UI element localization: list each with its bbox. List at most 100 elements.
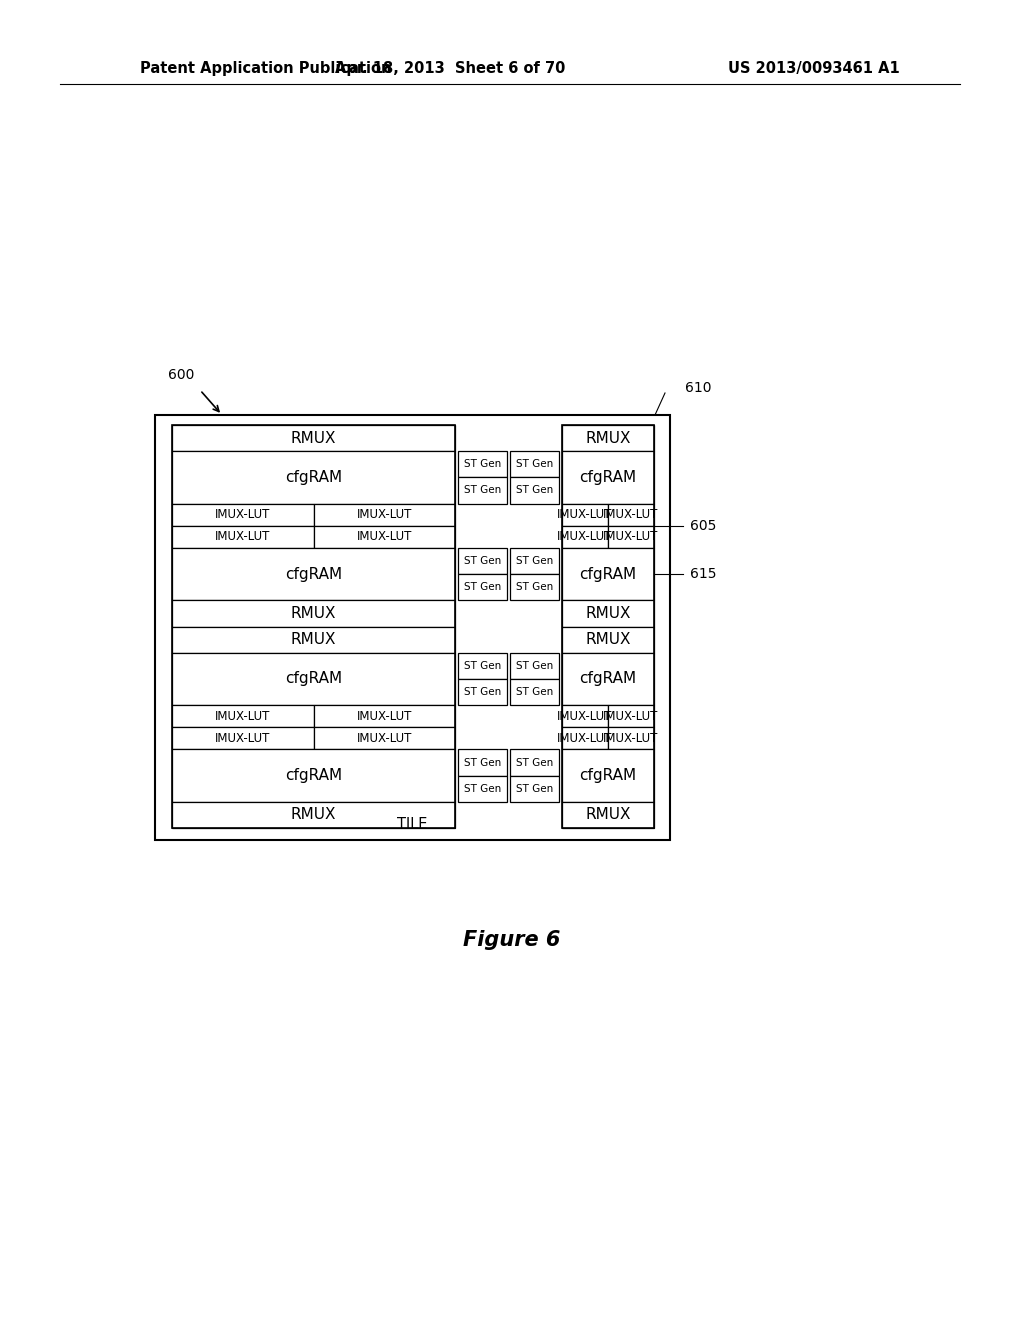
Text: 615: 615 (690, 568, 717, 581)
Text: IMUX-LUT: IMUX-LUT (603, 531, 658, 544)
Text: ST Gen: ST Gen (516, 758, 553, 767)
Bar (155, 414, 670, 840)
Text: IMUX-LUT: IMUX-LUT (603, 731, 658, 744)
Bar (172, 705, 313, 727)
Text: Figure 6: Figure 6 (463, 931, 561, 950)
Bar (510, 451, 559, 478)
Text: ST Gen: ST Gen (516, 784, 553, 793)
Text: ST Gen: ST Gen (516, 486, 553, 495)
Bar (562, 652, 654, 705)
Bar (562, 425, 654, 828)
Text: ST Gen: ST Gen (464, 459, 501, 469)
Text: cfgRAM: cfgRAM (580, 470, 637, 484)
Bar (172, 801, 455, 828)
Bar (608, 705, 654, 727)
Bar (172, 425, 455, 828)
Bar (172, 503, 313, 525)
Bar (458, 678, 507, 705)
Bar (172, 750, 455, 801)
Bar (562, 750, 654, 801)
Bar (562, 451, 654, 503)
Bar (510, 574, 559, 601)
Text: ST Gen: ST Gen (464, 661, 501, 671)
Text: IMUX-LUT: IMUX-LUT (557, 531, 612, 544)
Text: cfgRAM: cfgRAM (285, 768, 342, 783)
Bar (510, 750, 559, 776)
Text: cfgRAM: cfgRAM (580, 566, 637, 582)
Text: ST Gen: ST Gen (516, 686, 553, 697)
Text: IMUX-LUT: IMUX-LUT (356, 731, 412, 744)
Bar (313, 503, 455, 525)
Bar (458, 451, 507, 478)
Text: IMUX-LUT: IMUX-LUT (557, 508, 612, 521)
Text: RMUX: RMUX (291, 808, 336, 822)
Text: IMUX-LUT: IMUX-LUT (356, 710, 412, 722)
Text: Apr. 18, 2013  Sheet 6 of 70: Apr. 18, 2013 Sheet 6 of 70 (335, 61, 565, 75)
Text: ST Gen: ST Gen (516, 459, 553, 469)
Bar (172, 451, 455, 503)
Text: cfgRAM: cfgRAM (580, 768, 637, 783)
Bar (458, 750, 507, 776)
Bar (458, 776, 507, 801)
Bar (562, 425, 654, 451)
Bar (562, 503, 608, 525)
Text: IMUX-LUT: IMUX-LUT (215, 531, 270, 544)
Bar (458, 548, 507, 574)
Text: ST Gen: ST Gen (516, 661, 553, 671)
Bar (510, 548, 559, 574)
Text: IMUX-LUT: IMUX-LUT (603, 710, 658, 722)
Bar (608, 525, 654, 548)
Bar (562, 548, 654, 601)
Text: IMUX-LUT: IMUX-LUT (557, 731, 612, 744)
Text: ST Gen: ST Gen (516, 556, 553, 566)
Text: RMUX: RMUX (586, 808, 631, 822)
Bar (172, 652, 455, 705)
Text: 610: 610 (685, 381, 712, 395)
Bar (562, 525, 608, 548)
Bar (510, 776, 559, 801)
Text: IMUX-LUT: IMUX-LUT (603, 508, 658, 521)
Text: ST Gen: ST Gen (464, 784, 501, 793)
Text: ST Gen: ST Gen (464, 758, 501, 767)
Bar (172, 525, 313, 548)
Bar (458, 574, 507, 601)
Text: RMUX: RMUX (586, 430, 631, 446)
Bar (172, 425, 455, 451)
Text: ST Gen: ST Gen (464, 582, 501, 593)
Text: RMUX: RMUX (586, 632, 631, 647)
Bar (510, 478, 559, 503)
Text: 605: 605 (690, 519, 717, 533)
Bar (313, 525, 455, 548)
Bar (458, 652, 507, 678)
Text: Patent Application Publication: Patent Application Publication (140, 61, 391, 75)
Text: RMUX: RMUX (291, 606, 336, 620)
Text: TILE: TILE (397, 817, 428, 832)
Bar (458, 478, 507, 503)
Text: IMUX-LUT: IMUX-LUT (215, 731, 270, 744)
Text: RMUX: RMUX (586, 606, 631, 620)
Bar (510, 652, 559, 678)
Bar (562, 727, 608, 750)
Text: IMUX-LUT: IMUX-LUT (356, 531, 412, 544)
Bar (172, 601, 455, 627)
Text: cfgRAM: cfgRAM (285, 470, 342, 484)
Text: RMUX: RMUX (291, 430, 336, 446)
Bar (608, 503, 654, 525)
Bar (562, 627, 654, 652)
Text: IMUX-LUT: IMUX-LUT (356, 508, 412, 521)
Bar (562, 801, 654, 828)
Text: RMUX: RMUX (291, 632, 336, 647)
Bar (562, 705, 608, 727)
Text: US 2013/0093461 A1: US 2013/0093461 A1 (728, 61, 900, 75)
Text: IMUX-LUT: IMUX-LUT (215, 710, 270, 722)
Bar (172, 727, 313, 750)
Text: IMUX-LUT: IMUX-LUT (215, 508, 270, 521)
Text: cfgRAM: cfgRAM (285, 672, 342, 686)
Bar (562, 601, 654, 627)
Text: ST Gen: ST Gen (464, 556, 501, 566)
Text: 600: 600 (168, 368, 195, 381)
Text: ST Gen: ST Gen (516, 582, 553, 593)
Bar (172, 627, 455, 652)
Bar (172, 548, 455, 601)
Bar (608, 727, 654, 750)
